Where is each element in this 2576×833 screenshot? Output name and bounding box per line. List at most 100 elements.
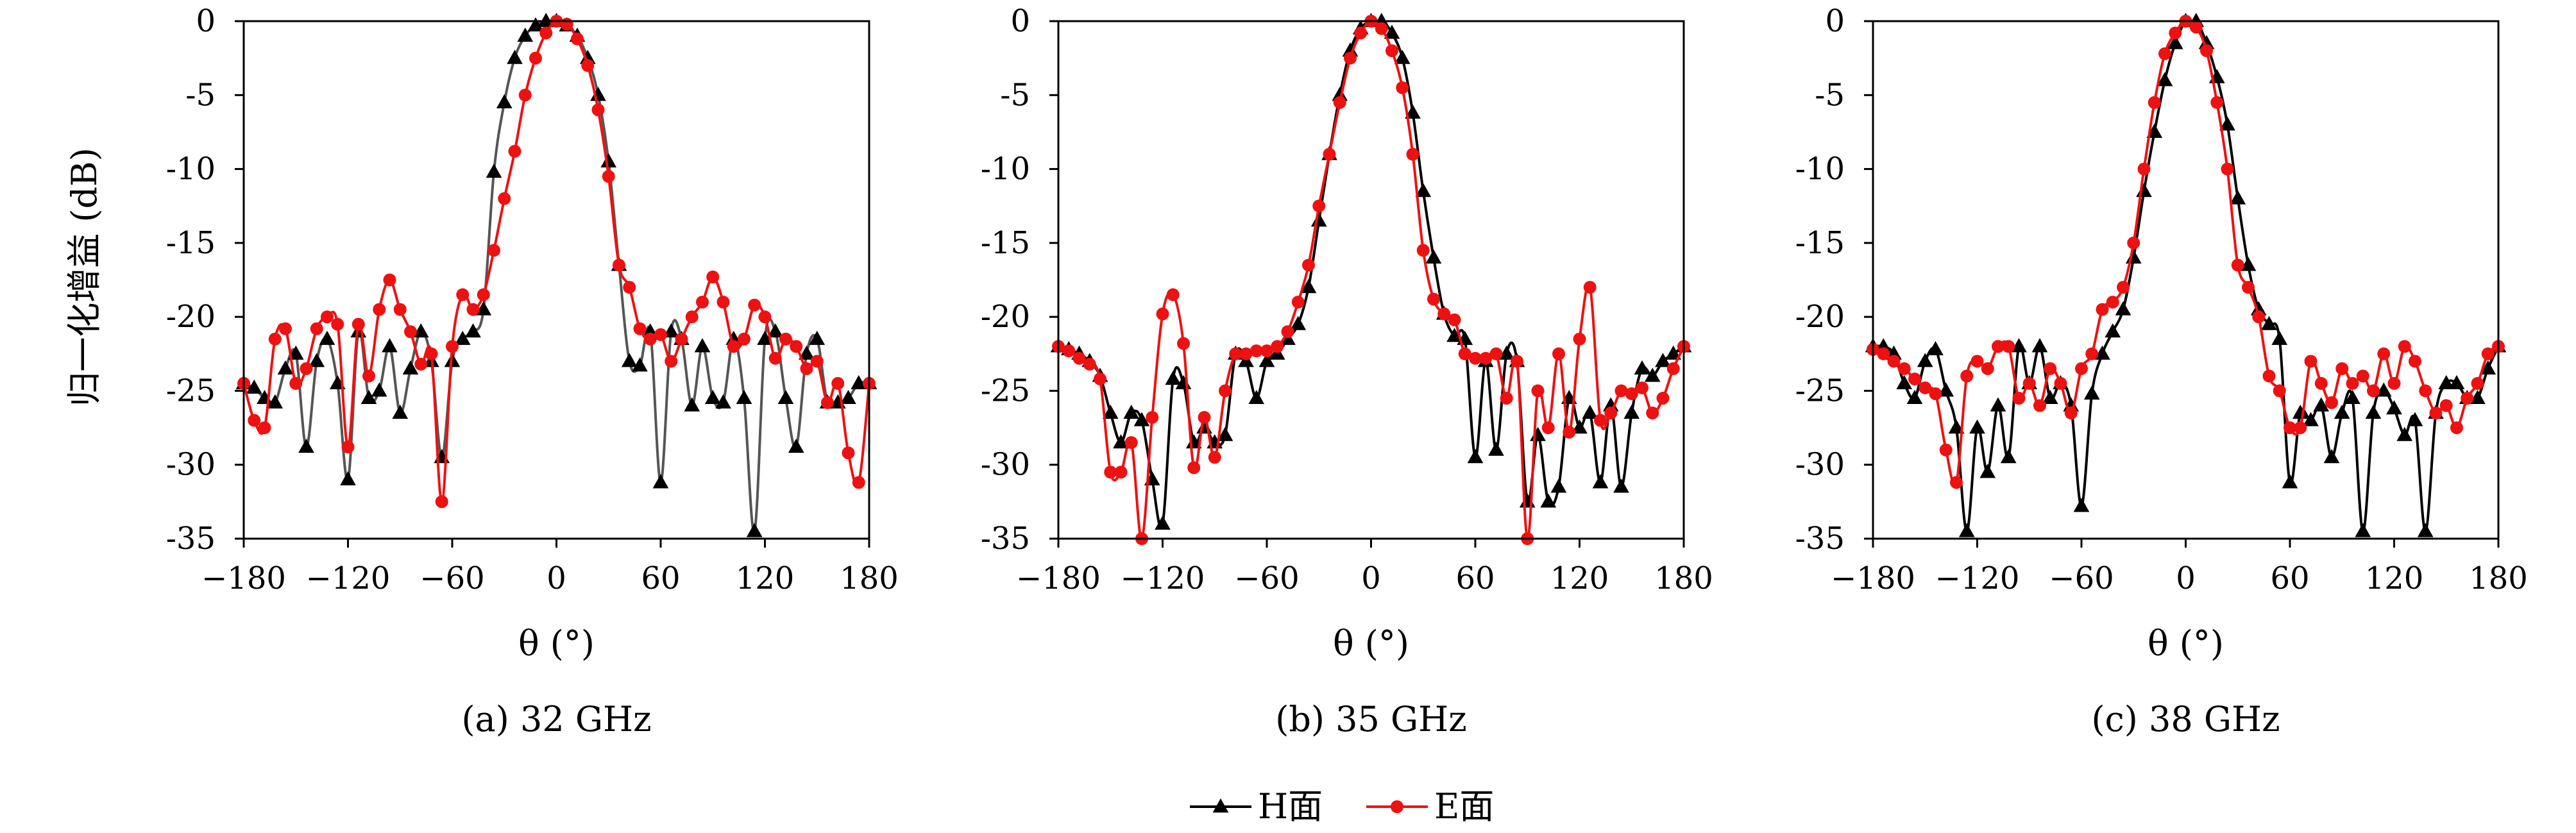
data-point [2261, 316, 2277, 330]
data-point [2085, 347, 2099, 360]
data-point [1416, 244, 1430, 257]
data-point [704, 389, 721, 405]
data-point [527, 17, 544, 32]
data-point [538, 13, 554, 28]
data-point [2031, 338, 2048, 353]
data-point [2461, 391, 2474, 405]
data-point [1114, 466, 1128, 479]
data-point [1583, 281, 1597, 294]
data-point [1062, 344, 1076, 358]
series-line [244, 21, 869, 503]
data-point [2105, 323, 2121, 338]
y-tick-label: 0 [1010, 3, 1030, 39]
data-point [1155, 515, 1171, 530]
data-point [465, 323, 481, 338]
data-point [2157, 72, 2173, 87]
data-point [788, 439, 804, 453]
data-point [456, 288, 470, 301]
data-point [2115, 301, 2131, 316]
data-point [2210, 96, 2224, 109]
data-point [518, 88, 532, 102]
data-point [2346, 376, 2359, 390]
data-point [706, 270, 720, 283]
data-point [642, 323, 659, 338]
data-point [685, 310, 699, 324]
y-tick-label: -10 [981, 151, 1030, 187]
data-point [2231, 258, 2244, 272]
y-tick-label: -35 [166, 521, 216, 557]
data-point [1123, 405, 1140, 419]
data-point [654, 328, 667, 341]
data-point [1563, 425, 1576, 439]
data-point [1948, 419, 1965, 434]
y-tick-label: -5 [1000, 77, 1030, 113]
data-point [1448, 313, 1461, 326]
data-point [2033, 399, 2046, 412]
data-point [2252, 310, 2266, 324]
y-tick-label: -30 [981, 447, 1030, 483]
data-point [425, 347, 438, 360]
data-point [1623, 405, 1640, 419]
data-point [716, 296, 730, 309]
x-tick-label: −180 [1831, 560, 1915, 596]
data-point [810, 355, 824, 368]
data-point [1646, 407, 1659, 420]
data-point [1333, 96, 1346, 109]
data-point [591, 103, 605, 117]
data-point [1385, 44, 1398, 58]
data-point [1291, 296, 1305, 309]
data-point [507, 49, 523, 64]
data-point [2106, 296, 2119, 309]
data-point [2136, 183, 2152, 198]
data-point [310, 322, 323, 335]
legend-item-h-plane: H面 [1190, 786, 1323, 827]
y-tick-label: -35 [1795, 521, 1845, 557]
data-point [2480, 360, 2496, 374]
x-axis-title: θ (°) [518, 623, 595, 664]
y-tick-label: -5 [1815, 77, 1845, 113]
data-point [1969, 419, 1985, 434]
data-point [321, 310, 334, 324]
data-point [800, 362, 813, 375]
x-tick-label: 0 [2176, 560, 2196, 596]
data-point [475, 301, 492, 316]
data-point [2375, 382, 2392, 397]
data-point [498, 192, 511, 205]
data-point [2022, 376, 2036, 390]
data-point [694, 338, 711, 353]
data-point [2304, 355, 2318, 368]
data-point [768, 351, 782, 365]
data-point [2377, 347, 2391, 360]
x-tick-label: 180 [2469, 560, 2528, 596]
data-point [602, 170, 615, 183]
data-point [2000, 449, 2017, 464]
data-point [298, 439, 314, 453]
data-point [1531, 384, 1545, 398]
data-point [2240, 257, 2257, 271]
data-point [2002, 340, 2015, 353]
data-point [2409, 355, 2421, 368]
plot-frame [242, 20, 870, 540]
data-point [2313, 397, 2330, 412]
data-point [2096, 303, 2109, 316]
data-point [1656, 391, 1670, 405]
data-point [2137, 162, 2151, 176]
data-point [1467, 449, 1484, 464]
data-point [1540, 493, 1557, 508]
data-point [1332, 87, 1348, 101]
data-point [2282, 474, 2298, 489]
data-point [779, 332, 792, 346]
data-point [2262, 369, 2276, 383]
data-point [2198, 35, 2215, 49]
data-point [1958, 523, 1975, 537]
data-point [1519, 493, 1536, 508]
data-point [466, 303, 480, 316]
data-point [477, 288, 490, 301]
data-point [581, 59, 595, 72]
data-point [1166, 288, 1180, 301]
chart-panel-32ghz: −180 −120 −60 0 60 120 180 0 -5 -10 -15 -20 -25 -30 -3… [166, 3, 899, 739]
data-point [246, 379, 262, 394]
x-tick-label: −180 [1016, 560, 1101, 596]
data-point [748, 298, 761, 312]
data-point [1250, 344, 1263, 358]
